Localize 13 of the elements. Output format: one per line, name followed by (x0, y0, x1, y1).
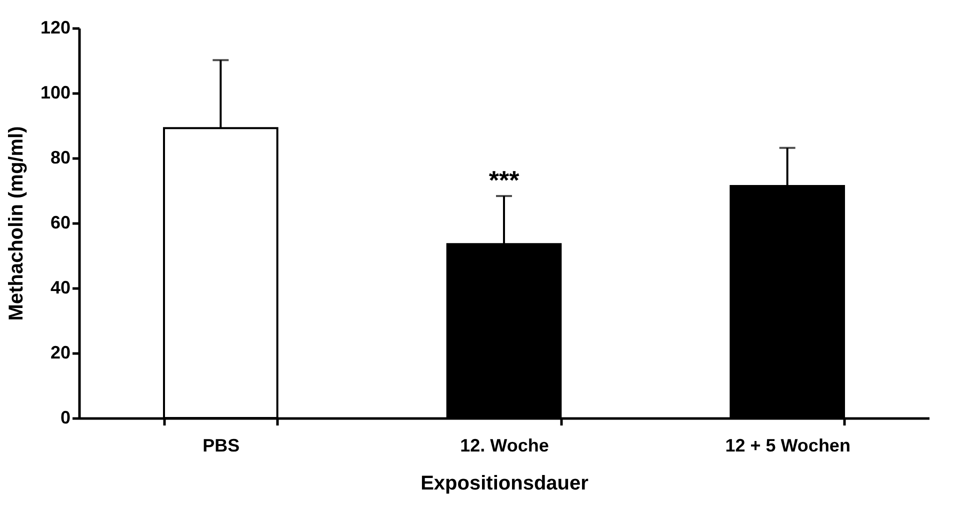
y-tick-label: 80 (50, 148, 70, 168)
y-tick-label: 100 (40, 82, 70, 102)
x-axis-title: Expositionsdauer (420, 472, 589, 494)
x-tick-label: PBS (202, 436, 240, 456)
x-tick-label: 12 + 5 Wochen (725, 436, 850, 456)
y-tick-label: 120 (40, 18, 70, 38)
y-axis-title: Methacholin (mg/ml) (5, 126, 28, 321)
y-tick-label: 60 (50, 212, 70, 232)
y-tick-label: 40 (50, 278, 70, 298)
x-tick-label: 12. Woche (460, 436, 549, 456)
annotation: *** (488, 165, 520, 196)
y-tick-label: 0 (60, 408, 70, 428)
y-tick-label: 20 (50, 342, 70, 362)
